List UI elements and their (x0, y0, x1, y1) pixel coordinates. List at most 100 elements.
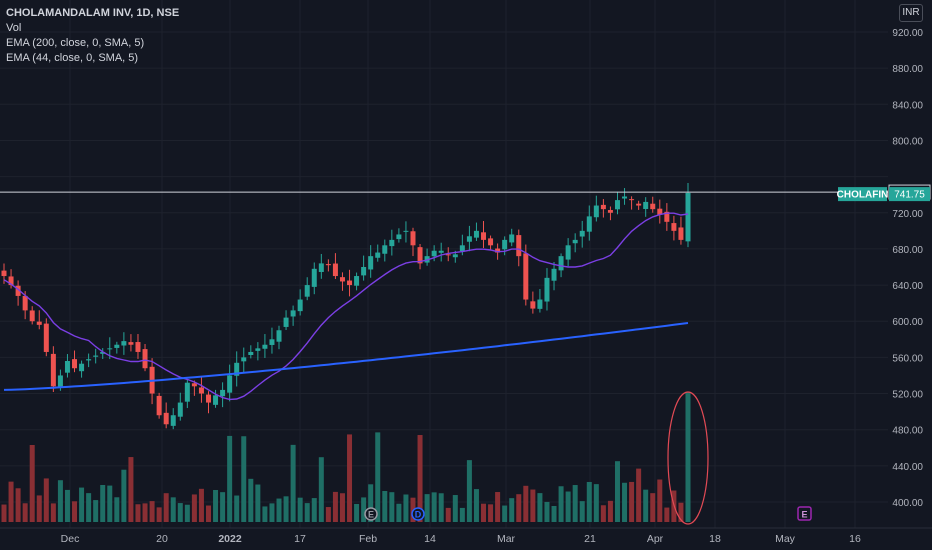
future-earnings-marker: E (797, 506, 812, 521)
price-tick-label: 920.00 (892, 28, 923, 39)
volume-bar (213, 489, 219, 522)
earnings-marker: E (364, 507, 378, 521)
candle-body (629, 199, 635, 201)
candle-body (685, 192, 691, 242)
future-earnings-label: E (801, 510, 807, 520)
candle-body (205, 394, 211, 403)
volume-bar (227, 435, 233, 522)
volume-bar (269, 503, 275, 522)
volume-bar (600, 505, 606, 522)
currency-badge[interactable]: INR (899, 4, 923, 22)
volume-bar (297, 497, 303, 522)
candle-body (502, 239, 508, 250)
candle-body (530, 301, 536, 309)
candle-body (248, 351, 254, 356)
candle-body (354, 276, 360, 286)
candle-body (396, 234, 402, 240)
volume-bar (473, 489, 479, 522)
volume-bar (332, 491, 338, 522)
candle-body (403, 230, 409, 232)
volume-bar (283, 496, 289, 522)
volume-bar (135, 504, 141, 522)
volume-bar (650, 493, 656, 522)
volume-bar (304, 503, 310, 522)
candle-body (8, 276, 14, 286)
candle-body (220, 389, 226, 397)
last-price-box (889, 187, 930, 202)
candle-body (163, 412, 169, 425)
candle-body (22, 295, 28, 311)
volume-bar (417, 435, 423, 522)
price-tick-label: 480.00 (892, 426, 923, 437)
candle-body (572, 239, 578, 244)
volume-bar (466, 460, 472, 522)
dividend-marker: D (411, 507, 425, 521)
volume-bar (72, 501, 78, 522)
volume-bar (191, 494, 197, 522)
volume-bar (431, 492, 437, 522)
volume-bar (481, 503, 487, 522)
candle-body (50, 353, 56, 387)
time-tick-label: 21 (584, 533, 596, 545)
volume-bar (156, 507, 162, 522)
volume-bar (107, 485, 113, 522)
candle-body (114, 344, 120, 348)
volume-bar (262, 506, 268, 522)
volume-bar (537, 493, 543, 522)
candle-body (438, 250, 444, 253)
candle-body (318, 263, 324, 272)
volume-bar (29, 444, 35, 522)
volume-bar (22, 503, 28, 522)
volume-bar (572, 485, 578, 522)
candle-body (459, 245, 465, 252)
candle-body (79, 363, 85, 372)
candle-body (36, 321, 42, 325)
volume-bar (368, 484, 374, 522)
candle-body (664, 211, 670, 222)
volume-bar (128, 457, 134, 522)
future-earnings-box (797, 506, 812, 521)
volume-bar (375, 432, 381, 522)
volume-bar (79, 487, 85, 522)
volume-bar (1, 504, 7, 522)
ema200-indicator-label[interactable]: EMA (200, close, 0, SMA, 5) (6, 37, 145, 49)
volume-bar (234, 495, 240, 522)
candle-body (671, 223, 677, 231)
candle-body (445, 254, 451, 256)
symbol-title[interactable]: CHOLAMANDALAM INV, 1D, NSE (6, 7, 180, 19)
volume-bar (325, 507, 331, 522)
price-tick-label: 400.00 (892, 498, 923, 509)
volume-bar (389, 492, 395, 522)
candle-body (262, 344, 268, 349)
time-tick-label: 18 (709, 533, 721, 545)
volume-bar (184, 504, 190, 522)
volume-bar (43, 478, 49, 522)
volume-bar (502, 505, 508, 522)
volume-bar (100, 485, 106, 522)
candle-body (304, 285, 310, 297)
volume-bar (50, 503, 56, 522)
candle-body (488, 238, 494, 246)
candle-body (135, 342, 141, 352)
candles (1, 182, 691, 430)
volume-bar (311, 498, 317, 522)
volume-bar (558, 486, 564, 522)
ema200-line (3, 322, 689, 391)
volume-bar (318, 457, 324, 522)
volume-bar (530, 489, 536, 522)
volume-bar (586, 481, 592, 522)
volume-bar (593, 484, 599, 522)
price-tick-label: 440.00 (892, 462, 923, 473)
volume-bar (424, 494, 430, 522)
candle-body (156, 395, 162, 416)
price-tick-label: 680.00 (892, 245, 923, 256)
volume-bar (57, 480, 63, 522)
volume-indicator-label[interactable]: Vol (6, 22, 22, 34)
candle-body (339, 277, 345, 282)
candle-body (107, 348, 113, 350)
price-tick-label: 600.00 (892, 317, 923, 328)
time-axis-bg (0, 528, 932, 550)
volume-bar (664, 507, 670, 522)
ema44-indicator-label[interactable]: EMA (44, close, 0, SMA, 5) (6, 52, 139, 64)
